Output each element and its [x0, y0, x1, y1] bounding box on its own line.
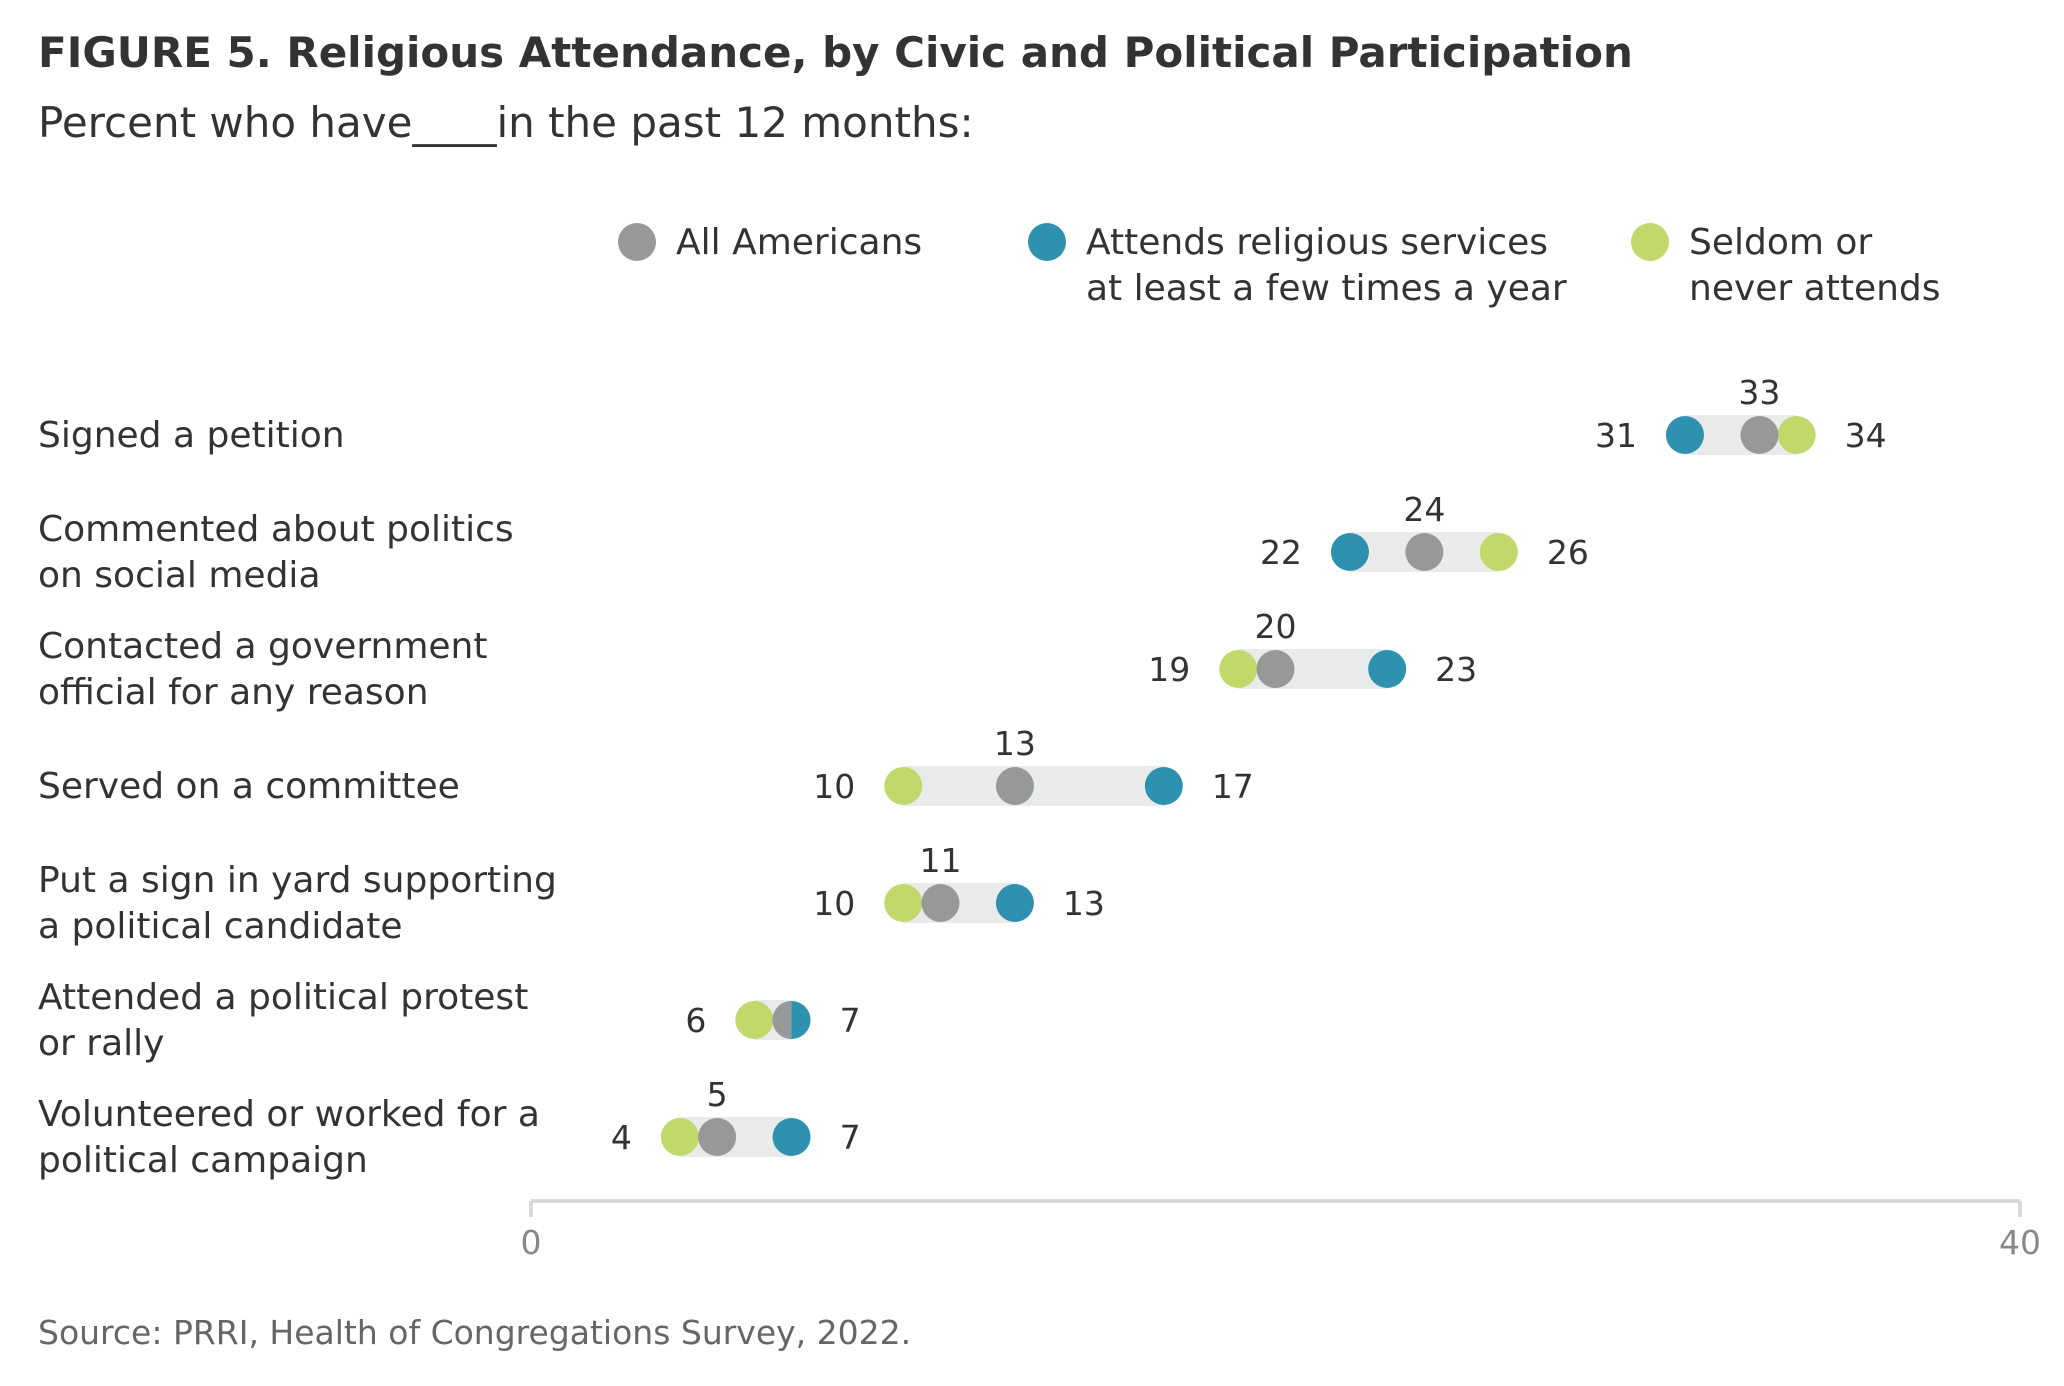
- value-label-left: 22: [1260, 533, 1302, 572]
- source-note: Source: PRRI, Health of Congregations Su…: [38, 1313, 912, 1352]
- tick-label: 40: [1999, 1223, 2041, 1262]
- value-label-top: 33: [1738, 373, 1780, 412]
- dot-all: [1256, 650, 1295, 688]
- value-label-left: 19: [1148, 650, 1190, 689]
- value-label-right: 7: [840, 1001, 861, 1040]
- row-label: Commented about politics: [38, 509, 514, 550]
- legend-marker-seldom: [1631, 223, 1669, 261]
- dot-all: [995, 767, 1034, 805]
- row-labels: Signed a petition Commented about politic…: [38, 415, 557, 1181]
- dot-all: [1740, 416, 1779, 454]
- dot-seldom: [1777, 416, 1816, 454]
- value-label-left: 4: [611, 1118, 632, 1157]
- dot-all: [1405, 533, 1444, 571]
- row-label: Contacted a government: [38, 626, 487, 667]
- legend-label-attends: at least a few times a year: [1086, 268, 1567, 309]
- dot-attends: [1368, 650, 1407, 688]
- dot-seldom: [1219, 650, 1258, 688]
- tick-label: 0: [521, 1223, 542, 1262]
- dot-attends: [1330, 533, 1369, 571]
- value-label-right: 17: [1212, 767, 1254, 806]
- value-label-top: 5: [707, 1075, 728, 1114]
- legend-label-seldom: never attends: [1689, 268, 1941, 309]
- dot-attends: [1665, 416, 1704, 454]
- legend: All Americans Attends religious services a…: [618, 222, 1941, 309]
- row-label: official for any reason: [38, 672, 429, 713]
- dot-attends: [1144, 767, 1183, 805]
- x-axis: 0 40: [521, 1199, 2041, 1262]
- value-label-left: 10: [813, 884, 855, 923]
- dot-seldom: [884, 884, 923, 922]
- row-label: or rally: [38, 1023, 164, 1064]
- value-label-top: 11: [919, 841, 961, 880]
- chart-title: FIGURE 5. Religious Attendance, by Civic…: [38, 28, 1633, 77]
- row-label: Attended a political protest: [38, 977, 528, 1018]
- row-label: Volunteered or worked for a: [38, 1094, 540, 1135]
- value-label-right: 34: [1845, 416, 1887, 455]
- dot-attends: [995, 884, 1034, 922]
- row-label: Signed a petition: [38, 415, 345, 456]
- legend-label-all: All Americans: [676, 222, 922, 263]
- value-label-right: 7: [840, 1118, 861, 1157]
- value-label-right: 13: [1063, 884, 1105, 923]
- chart-subtitle: Percent who have____in the past 12 month…: [38, 98, 974, 147]
- dot-seldom: [660, 1118, 699, 1156]
- value-label-right: 23: [1435, 650, 1477, 689]
- value-label-top: 24: [1403, 490, 1445, 529]
- chart-marks: 33 31 34 24 22 26 20 19 23 13 10 17 11 10 13 6 7 5 4 7: [611, 373, 1887, 1157]
- row-label: political campaign: [38, 1140, 368, 1181]
- value-label-top: 20: [1255, 607, 1297, 646]
- value-label-right: 26: [1547, 533, 1589, 572]
- legend-label-seldom: Seldom or: [1689, 222, 1872, 263]
- dot-seldom: [884, 767, 923, 805]
- value-label-top: 13: [994, 724, 1036, 763]
- row-label: a political candidate: [38, 906, 403, 947]
- dot-seldom: [1479, 533, 1518, 571]
- row-label: on social media: [38, 555, 321, 596]
- dot-attends: [772, 1118, 811, 1156]
- legend-marker-attends: [1028, 223, 1066, 261]
- value-label-left: 6: [685, 1001, 706, 1040]
- value-label-left: 10: [813, 767, 855, 806]
- row-label: Served on a committee: [38, 766, 460, 807]
- dot-all: [698, 1118, 737, 1156]
- legend-marker-all: [618, 223, 656, 261]
- row-label: Put a sign in yard supporting: [38, 860, 557, 901]
- value-label-left: 31: [1595, 416, 1637, 455]
- dot-all: [772, 1001, 792, 1039]
- legend-label-attends: Attends religious services: [1086, 222, 1548, 263]
- dot-all: [921, 884, 960, 922]
- dot-seldom: [735, 1001, 774, 1039]
